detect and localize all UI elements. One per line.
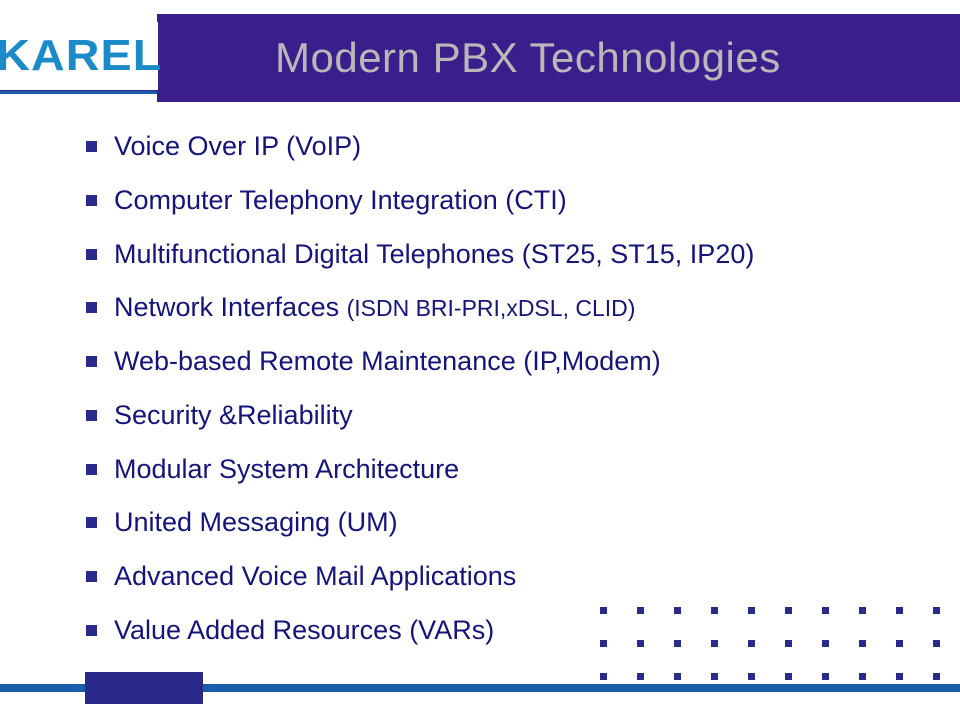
decoration-dot [637,640,644,647]
decoration-dot [822,607,829,614]
bullet-text: Web-based Remote Maintenance (IP,Modem) [114,346,661,376]
bullet-text: Value Added Resources (VARs) [114,615,494,645]
decoration-dot [637,673,644,680]
decoration-dot [711,607,718,614]
decoration-dot [637,607,644,614]
decoration-dot [748,673,755,680]
title-banner: Modern PBX Technologies [157,14,960,102]
bullet-text: Network Interfaces [114,292,347,322]
decoration-dot [933,673,940,680]
logo-badge: KAREL [0,22,158,90]
bullet-item: United Messaging (UM) [80,506,900,540]
bullet-item: Voice Over IP (VoIP) [80,130,900,164]
decoration-dot [859,640,866,647]
decoration-dot [674,673,681,680]
bullet-text: Voice Over IP (VoIP) [114,131,361,161]
footer-block [85,672,203,704]
decoration-dot [859,607,866,614]
bullet-item: Multifunctional Digital Telephones (ST25… [80,238,900,272]
bullet-text: Multifunctional Digital Telephones (ST25… [114,239,754,269]
decoration-dot [711,640,718,647]
bullet-subtext: (ISDN BRI-PRI,xDSL, CLID) [347,295,636,321]
decoration-dot [748,640,755,647]
bullet-item: Security &Reliability [80,399,900,433]
decoration-dot [785,640,792,647]
bullet-text: United Messaging (UM) [114,507,398,537]
bullet-text: Security &Reliability [114,400,353,430]
bullet-item: Computer Telephony Integration (CTI) [80,184,900,218]
decoration-dot [674,607,681,614]
decoration-dot [896,607,903,614]
decoration-dot [748,607,755,614]
decoration-dot [674,640,681,647]
decoration-dot [859,673,866,680]
bullet-text: Modular System Architecture [114,454,459,484]
bullet-list: Voice Over IP (VoIP) Computer Telephony I… [80,130,900,648]
decoration-dot [933,607,940,614]
bullet-item: Web-based Remote Maintenance (IP,Modem) [80,345,900,379]
decoration-dot [822,673,829,680]
decoration-dot [785,673,792,680]
slide-title: Modern PBX Technologies [275,34,781,82]
bullet-item: Network Interfaces (ISDN BRI-PRI,xDSL, C… [80,291,900,325]
bullet-text: Computer Telephony Integration (CTI) [114,185,567,215]
decoration-dot [933,640,940,647]
decoration-dot [600,640,607,647]
decoration-dot [896,640,903,647]
dot-grid [600,607,940,680]
bullet-text: Advanced Voice Mail Applications [114,561,516,591]
bullet-item: Advanced Voice Mail Applications [80,560,900,594]
decoration-dot [600,607,607,614]
decoration-dot [711,673,718,680]
decoration-dot [785,607,792,614]
decoration-dot [822,640,829,647]
bullet-item: Modular System Architecture [80,453,900,487]
decoration-dot [896,673,903,680]
content-area: Voice Over IP (VoIP) Computer Telephony I… [80,130,900,668]
logo-text: KAREL [0,31,162,81]
decoration-dot [600,673,607,680]
